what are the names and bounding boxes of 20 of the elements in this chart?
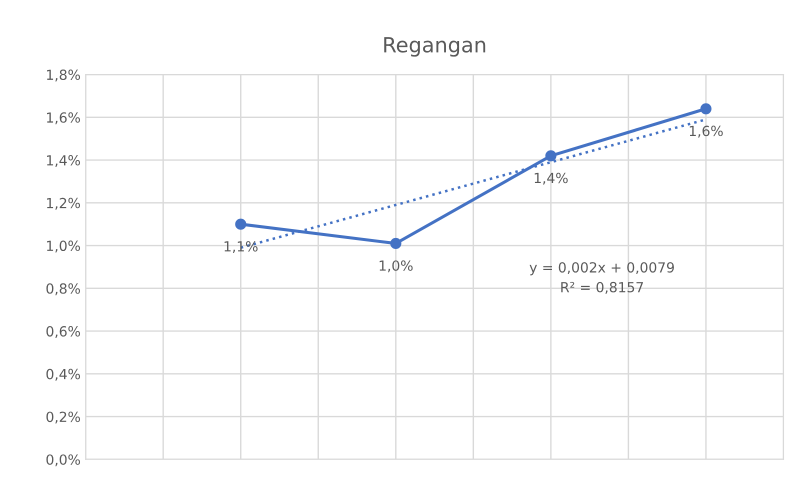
y-tick-label: 1,8% (47, 70, 80, 82)
y-tick-label: 0,6% (46, 326, 80, 338)
point (235, 218, 246, 230)
data-label: 1,0% (380, 260, 413, 272)
y-tick-label: 1,4% (47, 155, 80, 167)
data-label: 1,6% (690, 126, 723, 138)
y-tick-label: 1,6% (47, 112, 80, 124)
y-tick-label: 1,0% (47, 240, 80, 252)
annotation: y = 0,002x + 0,0079 R² = 0,8157 (530, 262, 674, 294)
chart-title: Regangan (384, 37, 486, 57)
y-tick-label: 1,2% (47, 198, 80, 210)
data-label: 1,4% (534, 172, 568, 185)
y-tick-label: 0,4% (46, 368, 80, 381)
y-tick-label: 0,2% (46, 412, 80, 424)
point (545, 150, 556, 162)
y-tick-label: 0,8% (46, 283, 80, 296)
y-tick-label: 0,0% (46, 454, 80, 466)
point (390, 238, 402, 249)
point (700, 103, 712, 114)
data-label: 1,1% (224, 241, 258, 254)
